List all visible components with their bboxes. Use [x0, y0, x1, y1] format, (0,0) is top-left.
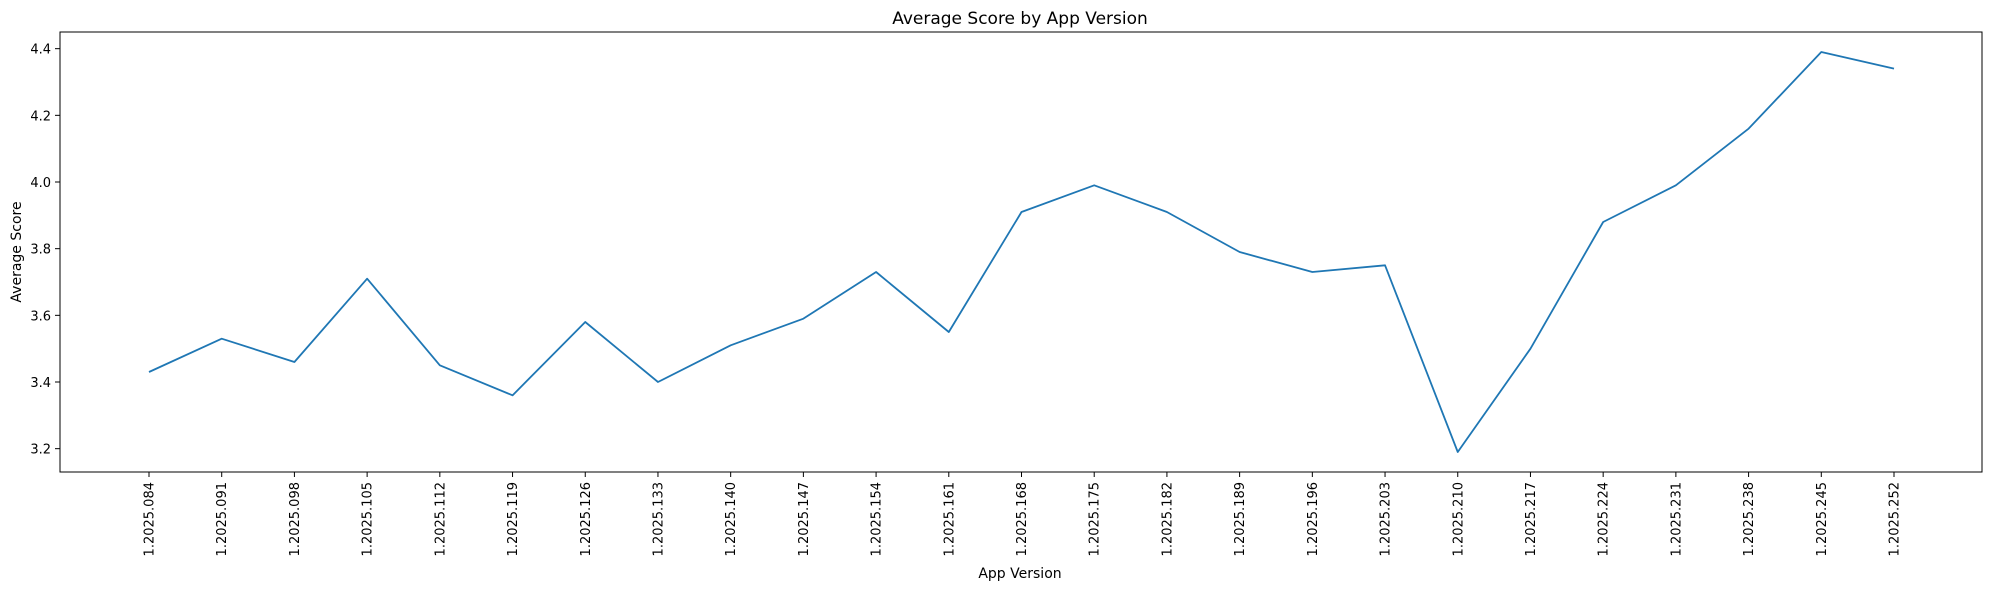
x-axis-label: App Version: [978, 566, 1061, 582]
plot-frame: [59, 31, 1983, 473]
y-axis-label: Average Score: [9, 201, 25, 302]
x-tick-label: 1.2025.140: [724, 482, 739, 556]
x-tick-label: 1.2025.147: [797, 482, 812, 556]
x-tick-label: 1.2025.203: [1379, 482, 1394, 556]
x-tick-label: 1.2025.231: [1669, 482, 1684, 556]
x-tick-label: 1.2025.154: [870, 482, 885, 556]
y-tick-label: 3.2: [30, 443, 51, 458]
x-tick-label: 1.2025.217: [1524, 482, 1539, 556]
x-tick-label: 1.2025.091: [215, 482, 230, 556]
y-tick-label: 4.4: [30, 43, 51, 58]
x-tick-label: 1.2025.119: [506, 482, 521, 556]
x-tick-label: 1.2025.084: [143, 482, 158, 556]
x-tick-label: 1.2025.182: [1160, 482, 1175, 556]
x-tick-label: 1.2025.252: [1888, 482, 1903, 556]
x-tick-label: 1.2025.161: [942, 482, 957, 556]
series-group: [148, 51, 1895, 453]
y-tick-label: 3.8: [30, 243, 51, 258]
x-tick-label: 1.2025.126: [579, 482, 594, 556]
x-tick-label: 1.2025.175: [1088, 482, 1103, 556]
y-tick-label: 4.2: [30, 109, 51, 124]
x-tick-label: 1.2025.196: [1306, 482, 1321, 556]
x-tick-label: 1.2025.238: [1742, 482, 1757, 556]
y-tick-label: 4.0: [30, 176, 51, 191]
y-tick-label: 3.6: [30, 309, 51, 324]
y-tick-label: 3.4: [30, 376, 51, 391]
x-tick-label: 1.2025.210: [1451, 482, 1466, 556]
x-tick-label: 1.2025.189: [1233, 482, 1248, 556]
y-axis: 3.2 3.4 3.6 3.8 4.0 4.2 4.4: [30, 43, 60, 458]
x-tick-label: 1.2025.112: [433, 482, 448, 556]
x-tick-label: 1.2025.224: [1597, 482, 1612, 556]
x-tick-label: 1.2025.168: [1015, 482, 1030, 556]
x-tick-label: 1.2025.245: [1815, 482, 1830, 556]
series-line: [148, 51, 1895, 453]
x-tick-label: 1.2025.105: [361, 482, 376, 556]
chart-title: Average Score by App Version: [892, 9, 1148, 29]
x-axis: 1.2025.084 1.2025.091 1.2025.098 1.2025.105…: [143, 472, 1903, 556]
x-tick-label: 1.2025.098: [288, 482, 303, 556]
x-tick-label: 1.2025.133: [651, 482, 666, 556]
